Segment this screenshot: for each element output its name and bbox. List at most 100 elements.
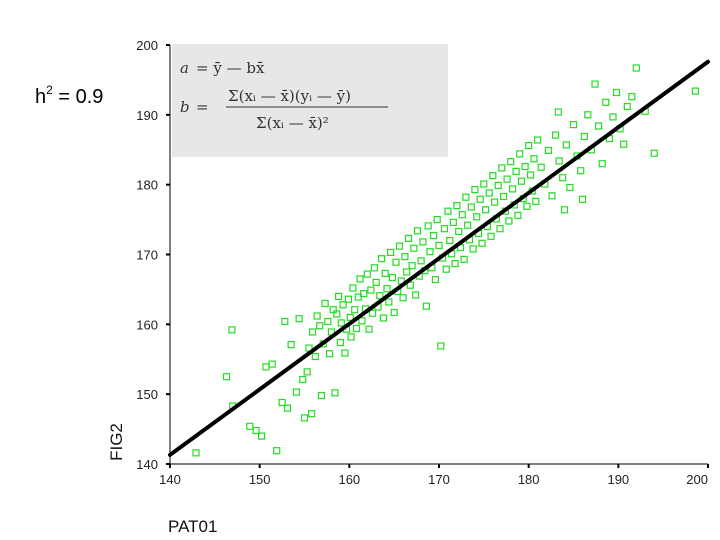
data-point <box>309 328 317 336</box>
data-point <box>551 131 560 139</box>
data-point <box>559 174 567 182</box>
data-point <box>321 299 329 307</box>
x-tick-label: 140 <box>159 472 181 487</box>
data-point <box>482 206 490 214</box>
data-point <box>404 234 413 242</box>
data-point <box>324 317 332 326</box>
data-point <box>480 180 488 188</box>
formula-b-numerator: Σ(xᵢ — x̄)(yᵢ — ȳ) <box>228 87 351 105</box>
data-point <box>430 232 438 240</box>
data-point <box>598 160 606 168</box>
y-tick-label: 140 <box>136 457 158 472</box>
data-point <box>691 87 700 95</box>
formula-box <box>172 44 448 157</box>
data-point <box>451 260 459 268</box>
heritability-exponent: 2 <box>46 83 53 97</box>
data-point <box>437 342 445 350</box>
data-point <box>431 276 439 284</box>
formula-b-denominator: Σ(xᵢ — x̄)² <box>256 114 329 132</box>
data-point <box>530 155 538 163</box>
data-point <box>514 211 522 219</box>
data-point <box>508 185 517 193</box>
data-point <box>507 158 515 166</box>
data-point <box>222 373 231 381</box>
y-axis-title: FIG2 <box>107 423 126 461</box>
data-point <box>496 225 504 233</box>
data-point <box>268 360 276 368</box>
data-point <box>491 198 499 206</box>
data-point <box>516 150 524 158</box>
data-point <box>422 302 430 310</box>
y-tick-label: 200 <box>136 38 158 53</box>
x-tick-label: 150 <box>249 472 271 487</box>
data-point <box>295 315 303 323</box>
x-tick-label: 170 <box>428 472 450 487</box>
data-point <box>300 414 309 422</box>
data-point <box>408 262 416 270</box>
data-point <box>392 258 400 266</box>
data-point <box>525 142 533 150</box>
data-point <box>628 93 636 101</box>
data-point <box>376 292 384 300</box>
data-point <box>485 189 493 197</box>
data-point <box>505 217 513 225</box>
data-point <box>395 242 404 250</box>
data-point <box>278 398 286 407</box>
data-point <box>494 181 502 189</box>
data-point <box>257 432 266 440</box>
data-point <box>469 245 477 253</box>
data-point <box>388 273 396 282</box>
data-point <box>521 162 529 171</box>
data-point <box>467 203 475 211</box>
data-point <box>339 301 347 309</box>
data-point <box>365 325 373 333</box>
data-point <box>352 324 361 333</box>
data-point <box>281 317 289 326</box>
x-tick-label: 200 <box>686 472 708 487</box>
data-point <box>612 88 621 97</box>
x-tick-label: 160 <box>338 472 360 487</box>
data-point <box>424 222 432 230</box>
data-point <box>326 350 334 358</box>
data-point <box>299 375 307 384</box>
data-point <box>311 352 319 361</box>
y-tick-label: 180 <box>136 178 158 193</box>
data-point <box>363 270 371 278</box>
data-point <box>580 132 588 141</box>
x-axis: 140 150 160 170 180 190 200 <box>159 463 709 487</box>
data-point <box>378 255 386 263</box>
data-point <box>555 157 563 165</box>
data-point <box>358 317 366 325</box>
data-point <box>292 388 300 396</box>
data-point <box>341 349 349 357</box>
data-point <box>316 322 324 330</box>
data-point <box>512 167 520 175</box>
data-point <box>228 326 236 334</box>
x-tick-label: 180 <box>518 472 540 487</box>
data-point <box>489 172 497 180</box>
formula-b-lhs: b <box>180 98 190 116</box>
data-point <box>406 281 414 289</box>
heritability-label: h2 = 0.9 <box>35 83 103 108</box>
x-tick-label: 190 <box>607 472 629 487</box>
data-point <box>455 227 463 236</box>
data-point <box>569 120 578 129</box>
data-point <box>426 248 434 256</box>
data-point <box>584 111 592 119</box>
data-point <box>609 113 617 121</box>
y-tick-label: 190 <box>136 108 158 123</box>
data-point <box>444 207 452 215</box>
data-point <box>548 192 556 200</box>
formula-a-rhs: = ȳ — bx̄ <box>196 59 265 77</box>
data-point <box>317 392 326 400</box>
data-point <box>523 202 531 210</box>
data-point <box>419 238 427 246</box>
data-point <box>526 171 535 179</box>
data-point <box>464 221 472 229</box>
data-point <box>379 314 387 322</box>
data-point <box>602 98 610 106</box>
data-point <box>335 292 343 300</box>
data-point <box>385 298 393 306</box>
data-point <box>413 227 422 235</box>
y-axis: 140 150 160 170 180 190 200 <box>136 38 171 472</box>
